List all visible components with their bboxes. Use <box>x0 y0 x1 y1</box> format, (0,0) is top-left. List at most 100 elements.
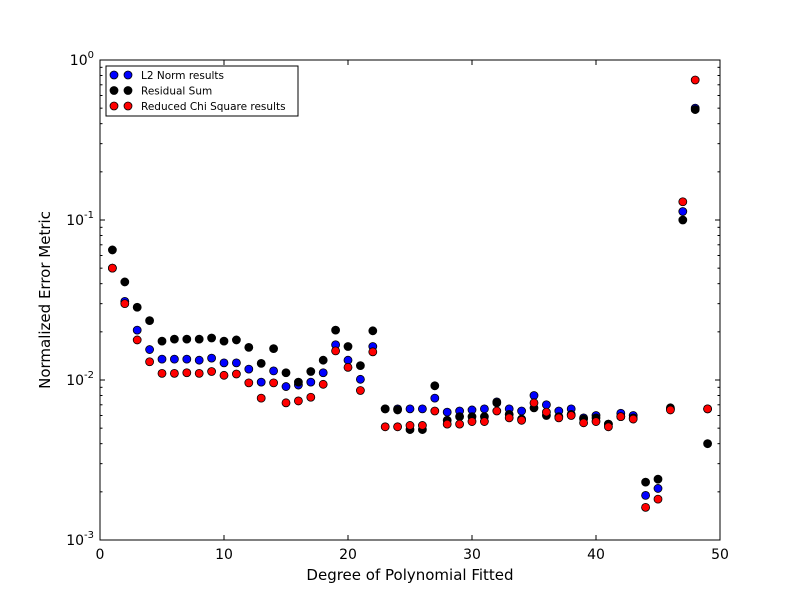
data-point <box>405 404 415 414</box>
data-point <box>182 368 192 378</box>
data-point <box>207 333 217 343</box>
data-point <box>517 415 526 425</box>
data-point <box>256 358 266 368</box>
data-point <box>666 405 675 415</box>
data-point <box>703 404 712 414</box>
series-2 <box>108 105 712 487</box>
data-point <box>479 404 489 414</box>
data-point <box>355 361 365 371</box>
data-point <box>169 354 179 364</box>
data-point <box>653 494 663 504</box>
data-point <box>244 378 254 388</box>
data-point <box>542 400 551 410</box>
data-point <box>293 377 303 387</box>
data-point <box>318 379 328 389</box>
data-point <box>182 334 192 344</box>
data-point <box>331 325 341 335</box>
data-point <box>157 368 167 378</box>
data-point <box>678 197 688 207</box>
x-tick-label: 0 <box>96 547 105 563</box>
data-point <box>331 346 341 356</box>
data-point <box>132 325 142 335</box>
data-point <box>517 406 526 416</box>
plot-frame <box>99 59 721 541</box>
data-point <box>207 367 217 376</box>
x-tick-label: 10 <box>215 547 233 563</box>
data-point <box>542 407 551 417</box>
data-point <box>529 398 539 408</box>
legend: L2 Norm results Residual Sum Reduced Chi S… <box>105 65 299 117</box>
data-point <box>343 362 353 372</box>
data-point <box>579 418 588 428</box>
data-point <box>479 417 489 426</box>
data-point <box>467 417 477 426</box>
legend-marker <box>109 70 119 80</box>
data-point <box>132 302 142 312</box>
data-point <box>529 391 539 400</box>
data-point <box>231 369 241 379</box>
data-point <box>219 370 229 380</box>
data-point <box>145 316 155 326</box>
y-axis-label: Normalized Error Metric <box>36 211 54 389</box>
data-point <box>306 392 316 402</box>
data-point <box>169 368 179 378</box>
legend-marker <box>109 86 119 95</box>
data-point <box>120 277 130 287</box>
data-point <box>355 374 365 384</box>
data-point <box>256 393 266 403</box>
data-point <box>269 366 279 376</box>
data-point <box>306 377 316 387</box>
data-point <box>194 355 204 365</box>
data-point <box>318 355 328 365</box>
x-tick-label: 20 <box>339 547 357 563</box>
data-point <box>690 75 700 85</box>
x-axis-label: Degree of Polynomial Fitted <box>306 566 513 584</box>
data-point <box>430 406 440 416</box>
legend-marker <box>109 101 119 111</box>
data-point <box>231 358 241 368</box>
data-point <box>405 421 415 430</box>
data-point <box>430 393 440 403</box>
data-point <box>194 334 204 344</box>
data-point <box>108 263 117 273</box>
legend-label: L2 Norm results <box>141 70 224 82</box>
data-point <box>219 358 229 368</box>
data-point <box>182 354 192 364</box>
data-point <box>616 412 626 422</box>
data-point <box>368 326 378 336</box>
data-point <box>678 215 688 225</box>
data-point <box>380 422 390 432</box>
data-point <box>442 419 452 429</box>
legend-box <box>105 65 299 117</box>
data-point <box>244 364 254 374</box>
data-point <box>157 354 167 364</box>
x-tick-label: 40 <box>587 547 605 563</box>
data-point <box>108 245 117 255</box>
data-point <box>120 299 130 309</box>
data-point <box>504 413 514 423</box>
data-point <box>591 417 601 426</box>
data-point <box>169 334 179 344</box>
data-point <box>194 368 204 378</box>
legend-label: Residual Sum <box>141 86 212 98</box>
data-point <box>380 404 390 414</box>
y-tick-label: 10-2 <box>66 370 94 389</box>
data-point <box>355 386 365 395</box>
data-point <box>306 367 316 376</box>
data-point <box>318 368 328 378</box>
data-point <box>455 419 465 429</box>
data-point <box>145 345 155 354</box>
data-point <box>430 381 440 391</box>
data-point <box>231 335 241 345</box>
data-point <box>641 477 650 487</box>
data-point <box>641 490 650 500</box>
data-point <box>343 342 353 351</box>
data-point <box>281 382 291 391</box>
data-point <box>219 336 229 346</box>
series-3 <box>108 75 712 512</box>
x-tick-label: 30 <box>463 547 481 563</box>
data-point <box>269 378 279 388</box>
axis-ticks: 0 10 20 30 40 50 10-3 10-2 10-1 100 <box>66 50 729 563</box>
data-point <box>604 422 613 432</box>
y-tick-label: 100 <box>70 50 94 69</box>
